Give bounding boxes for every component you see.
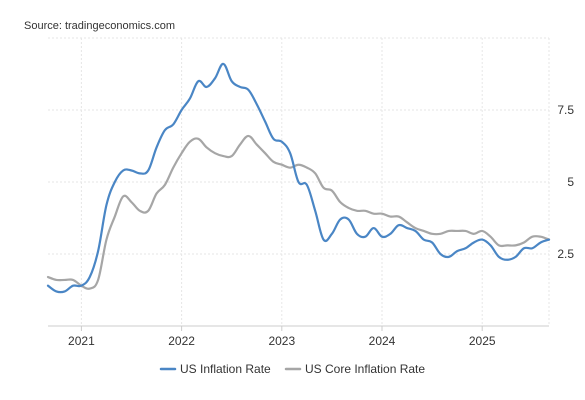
x-tick-label: 2021 (68, 334, 95, 348)
series-lines (46, 62, 551, 294)
axes: 2.5 5 7.5 2021 2022 2023 2024 2025 (48, 103, 574, 348)
x-tick-label: 2022 (168, 334, 195, 348)
y-tick-label: 5 (567, 175, 574, 189)
us-inflation-rate-legend-label: US Inflation Rate (180, 362, 271, 376)
us-core-inflation-rate-line (46, 134, 551, 290)
grid-lines (48, 37, 550, 326)
us-core-inflation-rate-legend-label: US Core Inflation Rate (305, 362, 425, 376)
y-tick-label: 2.5 (557, 247, 574, 261)
us-inflation-rate-line (46, 62, 551, 294)
source-label: Source: tradingeconomics.com (24, 20, 175, 32)
legend: US Inflation Rate US Core Inflation Rate (159, 362, 425, 376)
x-tick-label: 2023 (268, 334, 295, 348)
x-tick-label: 2025 (469, 334, 496, 348)
x-tick-label: 2024 (369, 334, 396, 348)
y-tick-label: 7.5 (557, 103, 574, 117)
